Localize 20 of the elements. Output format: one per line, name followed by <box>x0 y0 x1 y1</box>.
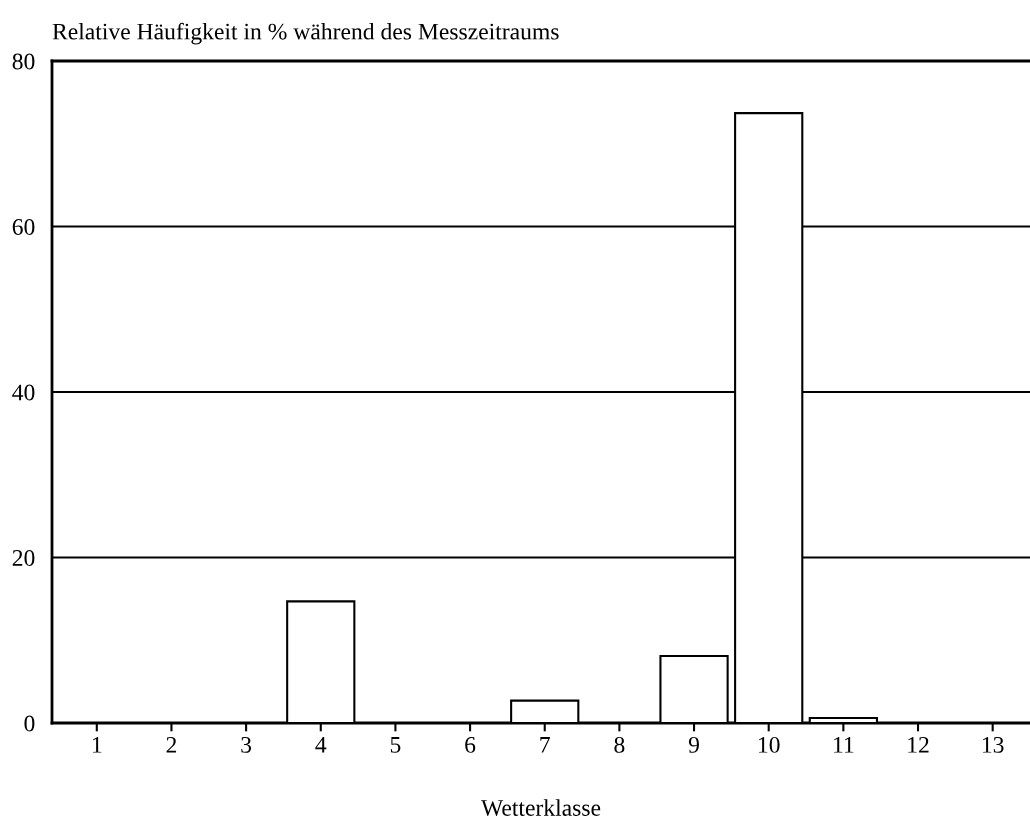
x-tick-label: 2 <box>166 736 177 753</box>
x-tick-label: 8 <box>614 736 625 753</box>
y-axis-title: Relative Häufigkeit in % während des Messzeitraums <box>52 22 559 45</box>
x-tick-label: 6 <box>465 736 476 753</box>
y-tick-label: 0 <box>24 715 35 732</box>
x-tick-label: 7 <box>540 737 550 753</box>
x-tick-label: 12 <box>908 736 929 753</box>
y-tick-label: 40 <box>12 384 35 401</box>
x-axis-title: Wetterklasse <box>481 799 601 817</box>
x-tick-label: 1 <box>92 736 102 753</box>
y-tick-label: 60 <box>12 218 35 235</box>
x-tick-label: 10 <box>758 736 780 753</box>
y-tick-label: 20 <box>12 549 35 566</box>
x-tick-label: 11 <box>834 736 854 753</box>
x-tick-label: 3 <box>241 736 252 753</box>
x-tick-label: 4 <box>315 737 327 753</box>
x-tick-label: 9 <box>688 736 699 753</box>
x-tick-label: 5 <box>390 737 401 753</box>
y-tick-label: 80 <box>12 53 35 70</box>
x-tick-label: 13 <box>982 736 1004 753</box>
